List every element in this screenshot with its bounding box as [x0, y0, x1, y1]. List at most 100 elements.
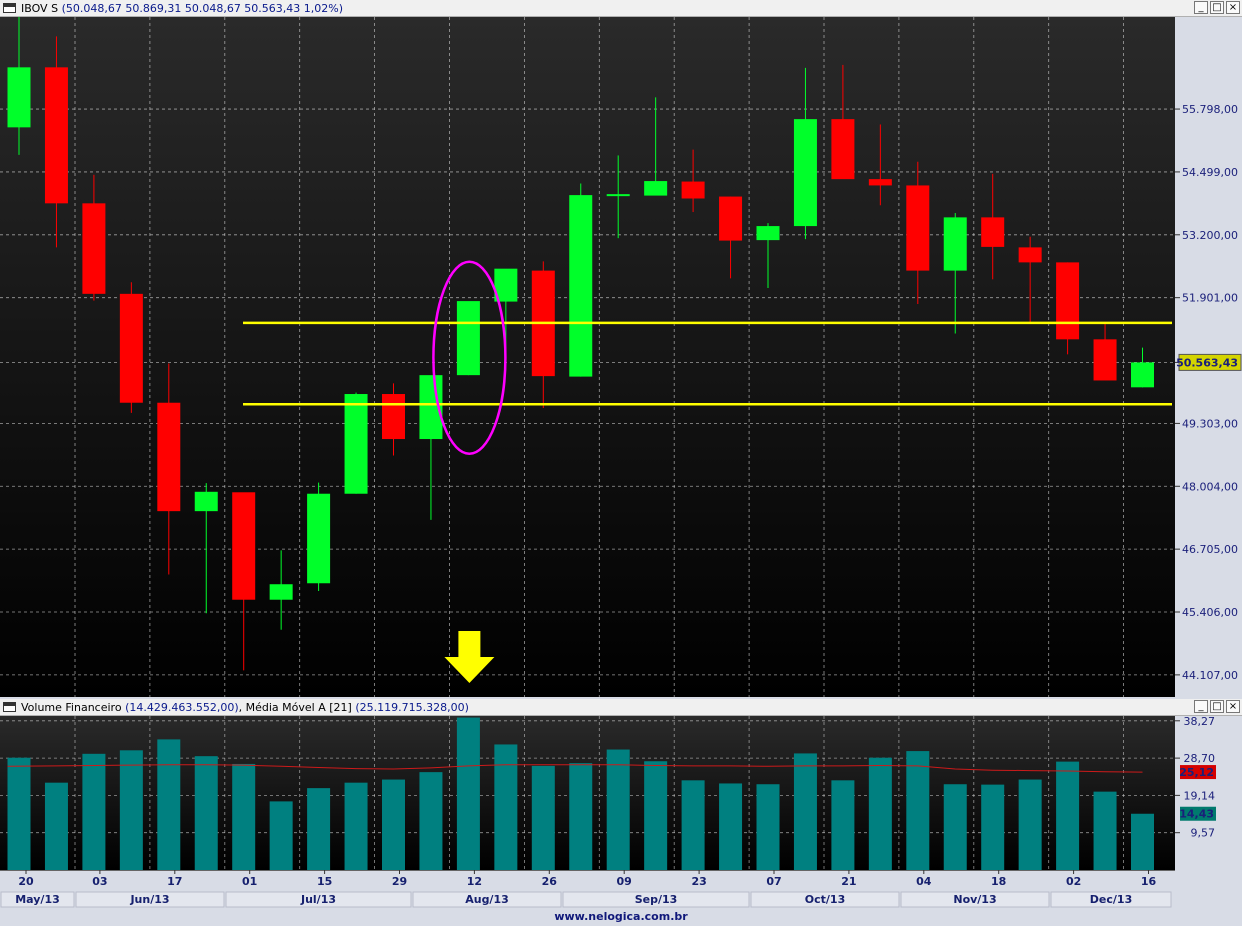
candle	[831, 64, 855, 180]
volume-bar	[569, 763, 593, 870]
minimize-button[interactable]: _	[1194, 700, 1208, 713]
month-label: May/13	[15, 893, 60, 906]
candle-body-down	[1056, 262, 1080, 340]
volume-grid	[0, 716, 1175, 870]
volume-bar	[269, 801, 293, 870]
volume-bar	[494, 744, 518, 870]
price-y-axis: 55.798,00 54.499,00 53.200,00 51.901,00 50.5…	[1175, 103, 1242, 682]
x-tick-label: 04	[916, 875, 932, 888]
volume-bar	[382, 779, 405, 870]
close-button[interactable]: ×	[1226, 700, 1240, 713]
volume-bar	[531, 765, 555, 870]
x-tick-label: 26	[542, 875, 558, 888]
y-tick-label: 9,57	[1191, 827, 1216, 840]
moving-average-value: (25.119.715.328,00)	[355, 701, 469, 714]
month-label: Jul/13	[300, 893, 336, 906]
y-tick-label: 45.406,00	[1182, 606, 1238, 619]
volume-chart[interactable]: 38,27 28,70 19,14 9,57 25,12 14,43 20 03 17 01 15…	[0, 716, 1242, 908]
candle-body-down	[681, 181, 705, 199]
y-tick-label: 38,27	[1184, 716, 1216, 728]
volume-bar	[981, 784, 1005, 870]
volume-bar	[606, 749, 630, 870]
candle-body-up	[1131, 362, 1154, 388]
candle	[456, 301, 480, 376]
volume-panel-titlebar: Volume Financeiro (14.429.463.552,00), M…	[0, 699, 1242, 716]
month-cell	[900, 891, 1050, 908]
candle	[868, 124, 892, 206]
candle	[119, 282, 143, 413]
volume-bars	[7, 717, 1154, 870]
candle-body-up	[494, 268, 518, 302]
candle-body-up	[793, 119, 817, 227]
candle-body-down	[1093, 339, 1117, 381]
month-cell	[75, 891, 225, 908]
candle-body-down	[82, 203, 106, 294]
candle	[1093, 321, 1117, 381]
x-tick-label: 17	[167, 875, 182, 888]
restore-button[interactable]: □	[1210, 1, 1224, 14]
symbol-name: IBOV S	[21, 2, 59, 15]
candle	[793, 67, 817, 240]
y-tick-label: 48.004,00	[1182, 480, 1238, 493]
candle	[157, 363, 181, 575]
candle-body-up	[194, 491, 218, 512]
candle-body-up	[569, 195, 593, 377]
volume-y-axis: 38,27 28,70 19,14 9,57 25,12 14,43	[1175, 716, 1216, 840]
candle-body-up	[606, 194, 630, 197]
volume-bar	[344, 782, 368, 870]
x-tick-label: 12	[467, 875, 482, 888]
x-tick-label: 23	[691, 875, 706, 888]
x-tick-label: 21	[841, 875, 856, 888]
month-cell	[0, 891, 75, 908]
close-button[interactable]: ×	[1226, 1, 1240, 14]
volume-bar	[1093, 791, 1117, 870]
candle-body-down	[1018, 247, 1042, 263]
candle-body-up	[644, 181, 668, 196]
last-price-badge	[1178, 353, 1242, 371]
volume-bar	[719, 783, 743, 870]
volume-bar	[232, 763, 256, 870]
candle	[344, 392, 368, 494]
y-tick-label: 28,70	[1184, 752, 1216, 765]
x-tick-label: 09	[617, 875, 632, 888]
volume-bar	[681, 780, 705, 870]
candle-body-down	[981, 217, 1005, 247]
window-buttons: _ □ ×	[1194, 700, 1240, 713]
value-badge	[1180, 806, 1216, 821]
volume-bar	[119, 750, 143, 870]
month-cell	[750, 891, 900, 908]
candles	[7, 17, 1154, 671]
volume-bar	[307, 788, 331, 870]
candle-body-down	[232, 492, 256, 600]
y-tick-label: 55.798,00	[1182, 103, 1238, 116]
volume-bar	[1056, 761, 1080, 870]
price-chart[interactable]: 55.798,00 54.499,00 53.200,00 51.901,00 50.5…	[0, 17, 1242, 697]
candle-body-down	[906, 185, 930, 271]
candle	[269, 550, 293, 630]
volume-bar	[82, 753, 106, 870]
candle	[82, 174, 106, 301]
restore-button[interactable]: □	[1210, 700, 1224, 713]
candle	[1131, 347, 1154, 388]
candle-body-down	[44, 67, 68, 204]
volume-bar	[157, 739, 181, 870]
candle	[756, 223, 780, 289]
candle	[232, 492, 256, 671]
candle	[569, 183, 593, 377]
candle-body-down	[831, 119, 855, 180]
month-label: Oct/13	[805, 893, 845, 906]
volume-value: (14.429.463.552,00)	[125, 701, 239, 714]
x-axis: 20 03 17 01 15 29 12 26 09 23 07 21 04 18 02 16 May/13 Ju…	[0, 870, 1175, 908]
month-cell	[1050, 891, 1172, 908]
price-panel-titlebar: IBOV S (50.048,67 50.869,31 50.048,67 50…	[0, 0, 1242, 17]
candle-body-up	[307, 493, 331, 584]
y-tick-label: 44.107,00	[1182, 669, 1238, 682]
candle-body-down	[868, 179, 892, 186]
candle-body-down	[157, 402, 181, 512]
month-label: Aug/13	[465, 893, 509, 906]
x-tick-label: 18	[991, 875, 1006, 888]
x-tick-label: 02	[1066, 875, 1081, 888]
minimize-button[interactable]: _	[1194, 1, 1208, 14]
price-grid	[0, 17, 1175, 697]
candle	[307, 482, 331, 592]
